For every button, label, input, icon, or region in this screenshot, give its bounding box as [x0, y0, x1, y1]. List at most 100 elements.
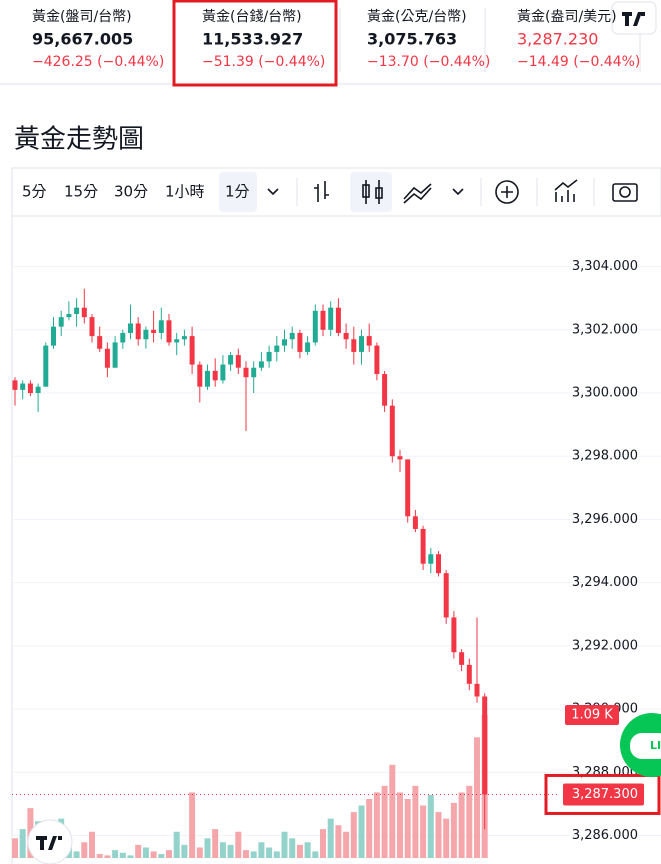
interval-button[interactable]: 15分: [64, 183, 98, 201]
candle-body: [443, 573, 449, 618]
y-tick-label: 3,286.000: [572, 828, 638, 843]
volume-bar: [289, 838, 296, 858]
quote-name: 黃金(台錢/台幣): [202, 8, 302, 25]
volume-bar: [127, 855, 134, 858]
last-price-bg: [563, 783, 644, 806]
volume-bar: [73, 851, 80, 858]
volume-bar: [89, 831, 95, 858]
volume-bar: [112, 850, 119, 858]
candle-body: [135, 323, 141, 340]
candle-body: [35, 386, 41, 394]
volume-bar: [373, 792, 380, 858]
candle-body: [58, 317, 64, 327]
volume-bar: [119, 852, 126, 858]
bar-style-button[interactable]: [314, 181, 329, 202]
tv-watermark: [27, 819, 73, 864]
quote-item[interactable]: 黃金(公克/台幣) 3,075.763 −13.70 (−0.44%): [367, 9, 490, 70]
quote-item[interactable]: 黃金(台錢/台幣) 11,533.927 −51.39 (−0.44%): [202, 8, 325, 70]
active-interval[interactable]: 1分: [225, 183, 250, 201]
volume-bar: [19, 829, 26, 858]
candle-body: [366, 336, 372, 346]
candle-body: [120, 332, 126, 343]
candle-body: [428, 554, 434, 564]
y-tick-label: 3,288.000: [572, 765, 638, 780]
candle-body: [197, 364, 203, 387]
volume-bar: [435, 812, 442, 858]
volume-label-bg: [565, 705, 619, 725]
active-interval-bg: [219, 172, 257, 212]
quote-item[interactable]: 黃金(盤司/台幣) 95,667.005 −426.25 (−0.44%): [32, 9, 164, 70]
interval-button[interactable]: 30分: [114, 183, 148, 201]
candle-body: [397, 456, 403, 460]
volume-label: 1.09 K: [571, 708, 613, 723]
candle-body: [66, 313, 72, 318]
volume-bar: [404, 798, 411, 858]
volume-bar: [381, 785, 388, 858]
candle-body: [320, 310, 326, 330]
volume-bar: [150, 851, 157, 858]
volume-bar: [427, 795, 434, 858]
quote-item[interactable]: 黃金(盎司/美元) 3,287.230 −14.49 (−0.44%): [517, 9, 640, 70]
volume-bar: [204, 838, 211, 858]
volume-bar: [474, 737, 480, 858]
volume-bar: [358, 805, 365, 858]
candle-style-bg: [350, 172, 392, 212]
volume-bar: [397, 792, 403, 858]
volume-bar: [135, 844, 142, 858]
volume-bar: [304, 842, 311, 858]
candle-body: [112, 342, 118, 368]
highlight-box: [544, 773, 661, 815]
page-title: 黃金走勢圖: [14, 125, 144, 155]
volume-bar: [350, 812, 357, 858]
snapshot-button[interactable]: [612, 183, 638, 202]
interval-button[interactable]: 5分: [22, 183, 47, 201]
candle-body: [12, 380, 18, 390]
candle-body: [89, 317, 95, 337]
volume-bar: [266, 847, 273, 858]
toolbar: [11, 167, 661, 217]
quote-price: 3,075.763: [367, 30, 457, 49]
candle-body: [212, 370, 218, 381]
quote-change: −426.25 (−0.44%): [32, 54, 164, 70]
candle-body: [351, 339, 357, 352]
candle-body: [220, 364, 226, 381]
line-label: LINE: [650, 739, 661, 752]
candle-body: [174, 339, 180, 343]
candle-body: [274, 345, 280, 352]
candle-body: [266, 351, 272, 362]
candle-body: [205, 370, 210, 387]
tv-logo: [611, 1, 657, 35]
candle-body: [436, 554, 441, 574]
candle-body: [474, 683, 480, 697]
volume-bar: [104, 855, 111, 858]
add-indicator-button[interactable]: [495, 180, 519, 204]
candle-body: [158, 320, 164, 333]
interval-menu[interactable]: [267, 188, 279, 196]
volume-bar: [166, 850, 172, 858]
camera-lens: [619, 186, 631, 198]
plot: 3,286.0003,288.0003,290.0003,292.0003,29…: [12, 259, 661, 858]
candle-body: [335, 307, 341, 333]
candle-body: [104, 348, 110, 368]
line-share-button[interactable]: LINE: [620, 713, 661, 777]
quote-name: 黃金(公克/台幣): [367, 9, 467, 25]
candle-body: [74, 307, 80, 314]
candle-body: [382, 374, 388, 406]
indicators-button[interactable]: [554, 179, 578, 202]
candle-body: [151, 329, 157, 333]
area-style-button[interactable]: [403, 183, 432, 204]
volume-bar: [219, 842, 226, 858]
volume-bar: [281, 831, 288, 858]
interval-button[interactable]: 1小時: [165, 183, 205, 201]
volume-bar: [450, 802, 457, 858]
volume-bar: [96, 854, 103, 858]
candle-body: [81, 307, 87, 318]
candle-icon: [362, 184, 370, 198]
candle-body: [420, 528, 426, 564]
style-menu[interactable]: [452, 188, 464, 196]
candle-style-button[interactable]: [365, 180, 380, 204]
candle-body: [389, 405, 395, 457]
quote-change: −14.49 (−0.44%): [517, 54, 640, 70]
